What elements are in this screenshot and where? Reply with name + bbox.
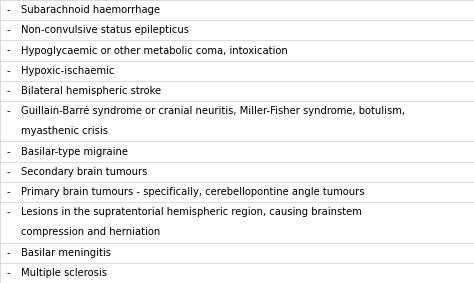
- Text: -: -: [7, 5, 10, 15]
- Text: -: -: [7, 167, 10, 177]
- Text: -: -: [7, 207, 10, 217]
- Text: Guillain-Barré syndrome or cranial neuritis, Miller-Fisher syndrome, botulism,: Guillain-Barré syndrome or cranial neuri…: [21, 106, 405, 116]
- Text: -: -: [7, 268, 10, 278]
- Text: Non-convulsive status epilepticus: Non-convulsive status epilepticus: [21, 25, 189, 35]
- Text: Basilar meningitis: Basilar meningitis: [21, 248, 111, 258]
- Text: -: -: [7, 248, 10, 258]
- Text: -: -: [7, 106, 10, 116]
- Text: -: -: [7, 187, 10, 197]
- Text: -: -: [7, 66, 10, 76]
- Text: Bilateral hemispheric stroke: Bilateral hemispheric stroke: [21, 86, 162, 96]
- Text: myasthenic crisis: myasthenic crisis: [21, 127, 109, 136]
- Text: Hypoglycaemic or other metabolic coma, intoxication: Hypoglycaemic or other metabolic coma, i…: [21, 46, 288, 55]
- Text: compression and herniation: compression and herniation: [21, 228, 161, 237]
- Text: Secondary brain tumours: Secondary brain tumours: [21, 167, 148, 177]
- Text: -: -: [7, 25, 10, 35]
- Text: -: -: [7, 147, 10, 156]
- Text: -: -: [7, 86, 10, 96]
- Text: Lesions in the supratentorial hemispheric region, causing brainstem: Lesions in the supratentorial hemispheri…: [21, 207, 362, 217]
- Text: Subarachnoid haemorrhage: Subarachnoid haemorrhage: [21, 5, 161, 15]
- Text: Primary brain tumours - specifically, cerebellopontine angle tumours: Primary brain tumours - specifically, ce…: [21, 187, 365, 197]
- Text: Basilar-type migraine: Basilar-type migraine: [21, 147, 128, 156]
- Text: Multiple sclerosis: Multiple sclerosis: [21, 268, 107, 278]
- Text: -: -: [7, 46, 10, 55]
- Text: Hypoxic-ischaemic: Hypoxic-ischaemic: [21, 66, 115, 76]
